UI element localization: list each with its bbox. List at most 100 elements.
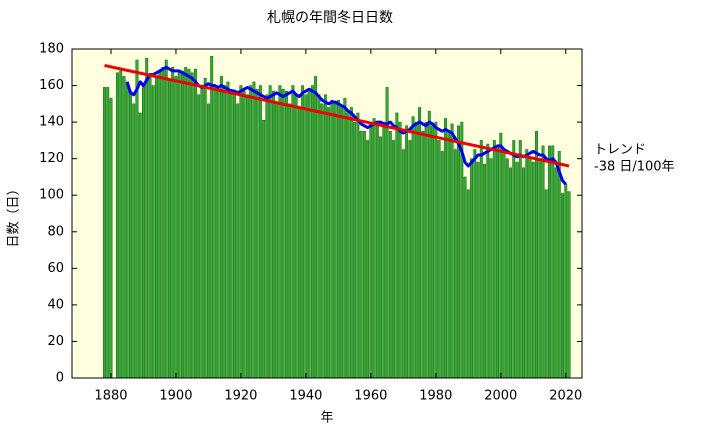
x-tick-label: 1920 — [224, 389, 257, 404]
bar — [310, 85, 314, 379]
bar — [492, 140, 496, 379]
x-tick-label: 2020 — [549, 389, 582, 404]
bar — [239, 85, 243, 379]
bar — [106, 87, 110, 379]
bar — [424, 121, 428, 379]
bar — [109, 98, 113, 379]
bar — [184, 67, 188, 379]
bar — [476, 162, 480, 379]
bar — [210, 56, 214, 379]
bar — [437, 140, 441, 379]
bar — [440, 151, 444, 379]
trend-line — [104, 63, 570, 168]
bar — [262, 120, 266, 379]
bar — [161, 67, 165, 379]
bar — [304, 94, 308, 379]
bar — [522, 167, 525, 379]
y-tick-label: 60 — [47, 261, 64, 276]
bar — [275, 103, 279, 379]
bar — [190, 72, 194, 379]
bar — [129, 90, 132, 379]
bar — [564, 184, 568, 379]
bar — [187, 68, 191, 379]
bar — [382, 121, 386, 379]
bar — [317, 94, 321, 379]
bar — [271, 90, 275, 379]
y-tick-label: 40 — [47, 297, 64, 312]
bar — [489, 158, 493, 379]
bar — [447, 131, 451, 379]
bar — [203, 77, 207, 379]
y-tick-label: 140 — [39, 115, 64, 130]
bar — [145, 57, 149, 379]
y-tick-label: 20 — [47, 334, 64, 349]
bar — [148, 76, 152, 379]
bar — [288, 103, 292, 379]
bar — [518, 140, 522, 379]
bar — [103, 87, 106, 379]
bar — [141, 85, 145, 379]
bar — [284, 90, 288, 379]
bar — [401, 149, 405, 379]
bar — [548, 145, 551, 379]
bar — [265, 94, 269, 379]
bar — [226, 81, 230, 379]
chart-title: 札幌の年間冬日日数 — [267, 10, 393, 26]
y-tick-label: 80 — [47, 224, 64, 239]
bar — [193, 68, 197, 379]
bar — [333, 103, 337, 379]
bar — [544, 189, 548, 379]
bar — [255, 88, 259, 379]
bar — [229, 88, 233, 379]
bar — [151, 85, 155, 379]
bar — [366, 140, 370, 379]
bar — [444, 118, 448, 379]
bar — [375, 125, 379, 379]
bar — [525, 149, 529, 379]
bar — [171, 67, 175, 379]
bar — [372, 118, 376, 379]
bar — [200, 85, 204, 379]
bar — [219, 76, 223, 379]
plot-frame — [71, 48, 583, 379]
bar — [258, 85, 262, 379]
bar — [268, 85, 272, 379]
bar — [486, 143, 490, 379]
bar — [512, 140, 516, 379]
bar — [398, 121, 402, 379]
bar — [499, 132, 503, 379]
annotation: トレンド — [594, 143, 646, 158]
bar — [470, 158, 474, 379]
bar — [460, 121, 464, 379]
bar — [479, 140, 483, 379]
y-tick-label: 180 — [39, 42, 64, 57]
bar — [411, 116, 415, 379]
bar — [505, 158, 509, 379]
bar — [158, 70, 162, 379]
bar — [567, 191, 571, 379]
bar — [297, 107, 301, 379]
y-axis-label: 日数（日） — [7, 182, 22, 247]
bar — [320, 103, 324, 379]
bar — [356, 112, 360, 379]
bar — [138, 112, 142, 379]
bar — [385, 87, 389, 379]
bar — [245, 94, 249, 379]
bar — [359, 131, 363, 379]
y-tick-label: 160 — [39, 78, 64, 93]
bar — [327, 107, 331, 379]
bar — [294, 94, 298, 379]
bar — [314, 76, 318, 379]
bar — [496, 145, 500, 379]
bar — [281, 88, 285, 379]
bar — [392, 140, 396, 379]
bar — [177, 72, 181, 379]
bar — [473, 149, 477, 379]
bar — [242, 90, 246, 379]
x-axis-label: 年 — [320, 411, 333, 426]
annotation: -38 日/100年 — [594, 160, 675, 175]
bar — [531, 162, 535, 379]
bar — [174, 76, 178, 379]
bar — [249, 85, 253, 379]
